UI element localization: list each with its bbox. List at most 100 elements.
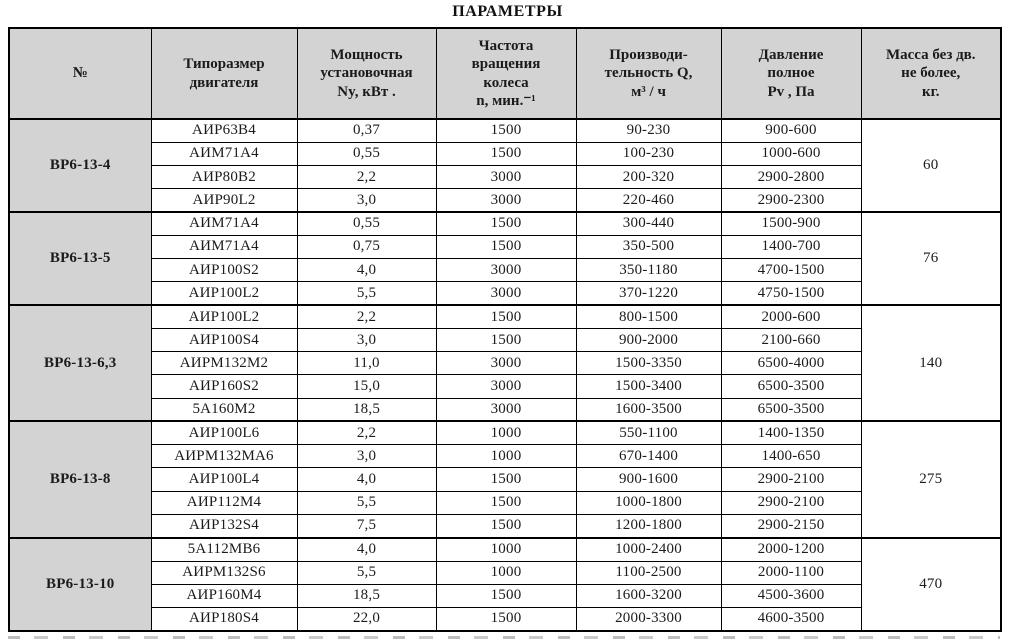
cell-motor: АИР100L2 [150,304,298,329]
cell-motor: АИМ71А4 [150,211,298,236]
cell-capacity: 200-320 [575,165,722,190]
cell-pressure: 6500-4000 [720,351,862,376]
cell-motor: АИР112М4 [150,490,298,516]
cell-power: 18,5 [296,583,437,609]
cropped-next-row-line [8,636,1000,639]
table-row: АИР100L4 4,0 1500 900-1600 2900-2100 [9,467,1001,492]
column-header-num: № [8,27,152,120]
table-row: 5А160М2 18,5 3000 1600-3500 6500-3500 [9,397,1001,422]
cell-pressure: 1400-650 [720,444,862,469]
table-row: АИР100S4 3,0 1500 900-2000 2100-660 [9,327,1001,353]
cell-capacity: 800-1500 [575,304,722,329]
cell-motor: АИР100S2 [150,258,298,283]
cell-pressure: 1500-900 [720,211,862,236]
cell-motor: АИР132S4 [150,514,298,539]
table-row: АИР180S4 22,0 1500 2000-3300 4600-3500 [9,607,1001,632]
cell-capacity: 1100-2500 [575,560,722,585]
parameters-table: № Типоразмер двигателя Мощность установо… [8,27,1002,632]
group-label: ВР6-13-8 [8,420,152,539]
cell-pressure: 2000-1200 [720,536,862,562]
cell-pressure: 2900-2100 [720,467,862,492]
group-label: ВР6-13-10 [8,536,152,632]
cell-capacity: 1600-3200 [575,583,722,609]
cell-motor: АИМ71А4 [150,141,298,167]
cell-pressure: 2900-2800 [720,165,862,190]
cell-power: 11,0 [296,351,437,376]
cell-motor: АИР100S4 [150,327,298,353]
cell-pressure: 1400-1350 [720,420,862,446]
cell-motor: АИР63В4 [150,117,298,143]
cell-capacity: 90-230 [575,117,722,143]
group-label: ВР6-13-5 [8,211,152,306]
group-label: ВР6-13-4 [8,117,152,213]
cell-motor: АИРМ132S6 [150,560,298,585]
cell-capacity: 670-1400 [575,444,722,469]
cell-pressure: 4750-1500 [720,281,862,306]
cell-pressure: 1400-700 [720,234,862,260]
column-header-mass: Масса без дв. не более, кг. [860,27,1002,120]
cell-capacity: 220-460 [575,188,722,213]
table-row: ВР6-13-8 АИР100L6 2,2 1000 550-1100 1400-1350… [8,420,1002,539]
group-mass: 60 [860,117,1002,213]
table-row: ВР6-13-10 5А112МВ6 4,0 1000 1000-2400 2000-12… [8,536,1002,632]
cell-capacity: 900-1600 [575,467,722,492]
cell-pressure: 2000-600 [720,304,862,329]
group-mass: 470 [860,536,1002,632]
table-row: ВР6-13-4 АИР63В4 0,37 1500 90-230 900-600 60 [8,117,1002,213]
cell-motor: АИМ71А4 [150,234,298,260]
column-header-power: Мощность установочная Ny, кВт . [296,27,437,120]
table-row: АИР112М4 5,5 1500 1000-1800 2900-2100 [9,490,1001,516]
table-row: АИР80В2 2,2 3000 200-320 2900-2800 [9,165,1001,190]
cell-speed: 1500 [435,490,577,516]
cell-capacity: 1600-3500 [575,397,722,422]
cell-speed: 1500 [435,304,577,329]
cell-pressure: 2100-660 [720,327,862,353]
cell-power: 0,55 [296,211,437,236]
cell-motor: АИР180S4 [150,607,298,632]
cell-speed: 1000 [435,444,577,469]
table-row: ВР6-13-5 АИМ71А4 0,55 1500 300-440 1500-900 76 [8,211,1002,306]
cell-capacity: 1500-3400 [575,374,722,399]
cell-capacity: 350-500 [575,234,722,260]
cell-motor: АИР90L2 [150,188,298,213]
cell-motor: АИР100L2 [150,281,298,306]
cell-speed: 1500 [435,117,577,143]
cell-capacity: 100-230 [575,141,722,167]
cell-pressure: 2900-2100 [720,490,862,516]
cell-power: 0,55 [296,141,437,167]
table-row: АИРМ132М2 11,0 3000 1500-3350 6500-4000 [9,351,1001,376]
cell-power: 2,2 [296,420,437,446]
cell-motor: АИР80В2 [150,165,298,190]
cell-speed: 3000 [435,374,577,399]
table-row: АИР160S2 15,0 3000 1500-3400 6500-3500 [9,374,1001,399]
table-row: АИМ71А4 0,55 1500 100-230 1000-600 [9,141,1001,167]
cell-speed: 3000 [435,258,577,283]
cell-speed: 1500 [435,234,577,260]
cell-power: 0,75 [296,234,437,260]
table-row: АИР100S2 4,0 3000 350-1180 4700-1500 [9,258,1001,283]
cell-motor: АИРМ132МА6 [150,444,298,469]
cell-capacity: 900-2000 [575,327,722,353]
cell-speed: 3000 [435,165,577,190]
cell-pressure: 4700-1500 [720,258,862,283]
cell-power: 15,0 [296,374,437,399]
cell-motor: АИР160S2 [150,374,298,399]
cell-speed: 1500 [435,607,577,632]
cell-speed: 1500 [435,514,577,539]
cell-speed: 1000 [435,420,577,446]
cell-power: 5,5 [296,281,437,306]
table-body: ВР6-13-4 АИР63В4 0,37 1500 90-230 900-600 60 АИ… [8,117,1002,632]
cell-power: 18,5 [296,397,437,422]
cell-speed: 3000 [435,281,577,306]
cell-speed: 1500 [435,583,577,609]
cell-pressure: 2900-2300 [720,188,862,213]
column-header-speed: Частота вращения колеса n, мин.⁻¹ [435,27,577,120]
cell-speed: 3000 [435,188,577,213]
cell-capacity: 1000-1800 [575,490,722,516]
cell-power: 3,0 [296,188,437,213]
cell-speed: 1500 [435,141,577,167]
cell-capacity: 2000-3300 [575,607,722,632]
cell-power: 4,0 [296,536,437,562]
cell-motor: 5А160М2 [150,397,298,422]
